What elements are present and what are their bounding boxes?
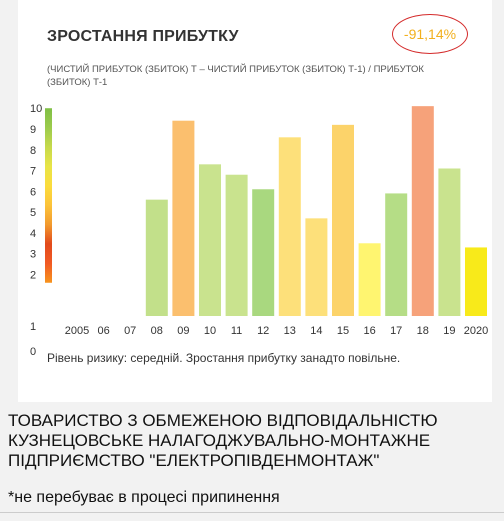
x-tick-label: 2005 xyxy=(65,325,89,337)
y-tick-label: 9 xyxy=(30,124,36,136)
bar-19 xyxy=(438,168,461,316)
y-tick-label: 4 xyxy=(30,228,36,240)
bar-18 xyxy=(411,106,434,317)
chart-subtitle: (ЧИСТИЙ ПРИБУТОК (ЗБИТОК) Т – ЧИСТИЙ ПРИ… xyxy=(47,64,424,88)
y-tick-label: 6 xyxy=(30,186,36,198)
y-tick-label: 3 xyxy=(30,249,36,261)
y-tick-label: 0 xyxy=(30,346,36,358)
x-tick-label: 19 xyxy=(443,325,455,337)
bar-14 xyxy=(305,218,328,316)
x-tick-label: 09 xyxy=(177,325,189,337)
x-tick-label: 08 xyxy=(151,325,163,337)
bar-08 xyxy=(145,199,168,316)
x-tick-label: 16 xyxy=(363,325,375,337)
x-tick-label: 2020 xyxy=(464,325,488,337)
x-tick-label: 17 xyxy=(390,325,402,337)
company-name: ТОВАРИСТВО З ОБМЕЖЕНОЮ ВІДПОВІДАЛЬНІСТЮ … xyxy=(8,411,438,470)
y-tick-label: 10 xyxy=(30,103,42,115)
bar-12 xyxy=(252,189,275,316)
y-tick-label: 1 xyxy=(30,321,36,333)
status-footnote: *не перебуває в процесі припинення xyxy=(8,489,280,506)
bar-15 xyxy=(332,124,354,316)
x-tick-label: 13 xyxy=(284,325,296,337)
bar-10 xyxy=(199,164,221,316)
divider xyxy=(0,512,504,513)
bar-11 xyxy=(225,174,248,316)
x-tick-label: 14 xyxy=(310,325,322,337)
bar-16 xyxy=(358,243,381,316)
x-tick-label: 15 xyxy=(337,325,349,337)
chart-title: ЗРОСТАННЯ ПРИБУТКУ xyxy=(47,28,239,45)
bar-17 xyxy=(385,193,408,316)
bar-09 xyxy=(172,120,195,316)
x-tick-label: 06 xyxy=(97,325,109,337)
bar-2020 xyxy=(465,247,487,316)
y-tick-label: 8 xyxy=(30,145,36,157)
x-tick-label: 07 xyxy=(124,325,136,337)
x-tick-label: 10 xyxy=(204,325,216,337)
y-tick-label: 5 xyxy=(30,207,36,219)
y-tick-label: 2 xyxy=(30,269,36,281)
bar-13 xyxy=(278,137,301,316)
risk-note: Рівень ризику: середній. Зростання прибу… xyxy=(47,351,401,365)
growth-badge: -91,14% xyxy=(392,14,468,54)
y-tick-label: 7 xyxy=(30,166,36,178)
x-tick-label: 12 xyxy=(257,325,269,337)
x-tick-label: 18 xyxy=(417,325,429,337)
risk-scale-bar xyxy=(45,108,52,283)
x-tick-label: 11 xyxy=(231,325,242,337)
